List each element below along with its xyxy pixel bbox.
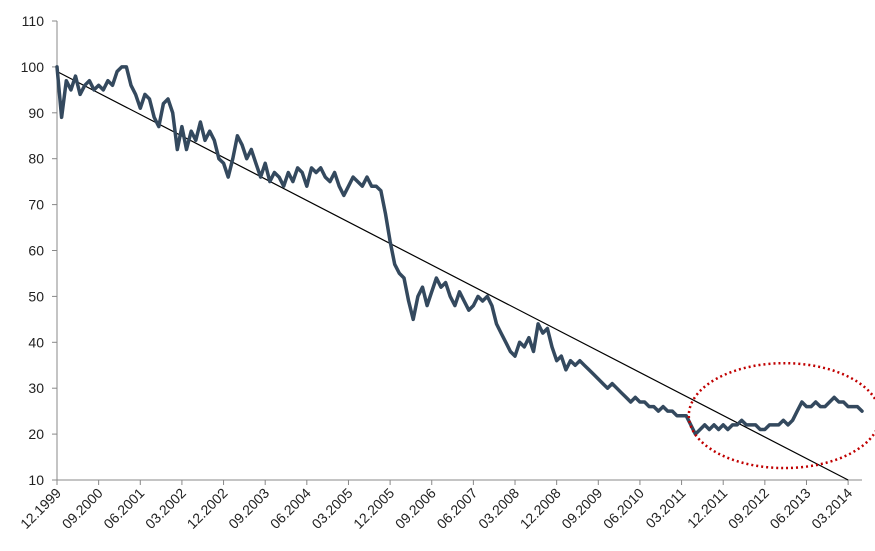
x-tick-label: 09.2009	[558, 485, 605, 532]
y-tick-label: 20	[28, 426, 44, 442]
x-tick-label: 06.2001	[100, 485, 147, 532]
x-tick-label: 03.2014	[808, 485, 855, 532]
y-tick-label: 40	[28, 334, 44, 350]
x-tick-label: 06.2013	[767, 485, 814, 532]
x-tick-label: 12.2002	[184, 485, 231, 532]
y-tick-label: 80	[28, 151, 44, 167]
y-tick-label: 50	[28, 288, 44, 304]
x-tick-label: 06.2007	[433, 485, 480, 532]
x-tick-label: 12.2011	[684, 485, 731, 532]
series-group	[55, 65, 864, 436]
highlight-ellipse	[687, 361, 875, 470]
x-tick-label: 03.2008	[475, 485, 522, 532]
x-tick-label: 06.2004	[267, 485, 314, 532]
x-tick-label: 12.1999	[17, 485, 64, 532]
x-tick-label: 03.2005	[308, 485, 355, 532]
x-tick-label: 03.2011	[642, 485, 689, 532]
y-axis-ticks: 10 20 30 40 50 60 70 80 90 100 110	[21, 13, 57, 488]
x-tick-label: 09.2012	[725, 485, 772, 532]
axes	[56, 21, 862, 481]
y-tick-label: 100	[21, 59, 45, 75]
x-tick-label: 06.2010	[600, 485, 647, 532]
y-tick-label: 110	[22, 13, 45, 29]
x-tick-label: 03.2002	[142, 485, 189, 532]
x-tick-label: 12.2005	[350, 485, 397, 532]
x-tick-label: 09.2006	[392, 485, 439, 532]
y-tick-label: 10	[28, 472, 44, 488]
series-line	[55, 65, 864, 436]
x-tick-label: 09.2003	[225, 485, 272, 532]
y-tick-label: 70	[28, 197, 44, 213]
y-tick-label: 30	[28, 380, 44, 396]
x-axis-ticks: 12.199909.200006.200103.200212.200209.20…	[17, 480, 855, 532]
x-tick-label: 09.2000	[59, 485, 106, 532]
y-tick-label: 60	[28, 243, 44, 259]
highlight-group	[687, 361, 875, 470]
y-tick-label: 90	[28, 105, 44, 121]
x-tick-label: 12.2008	[517, 485, 564, 532]
